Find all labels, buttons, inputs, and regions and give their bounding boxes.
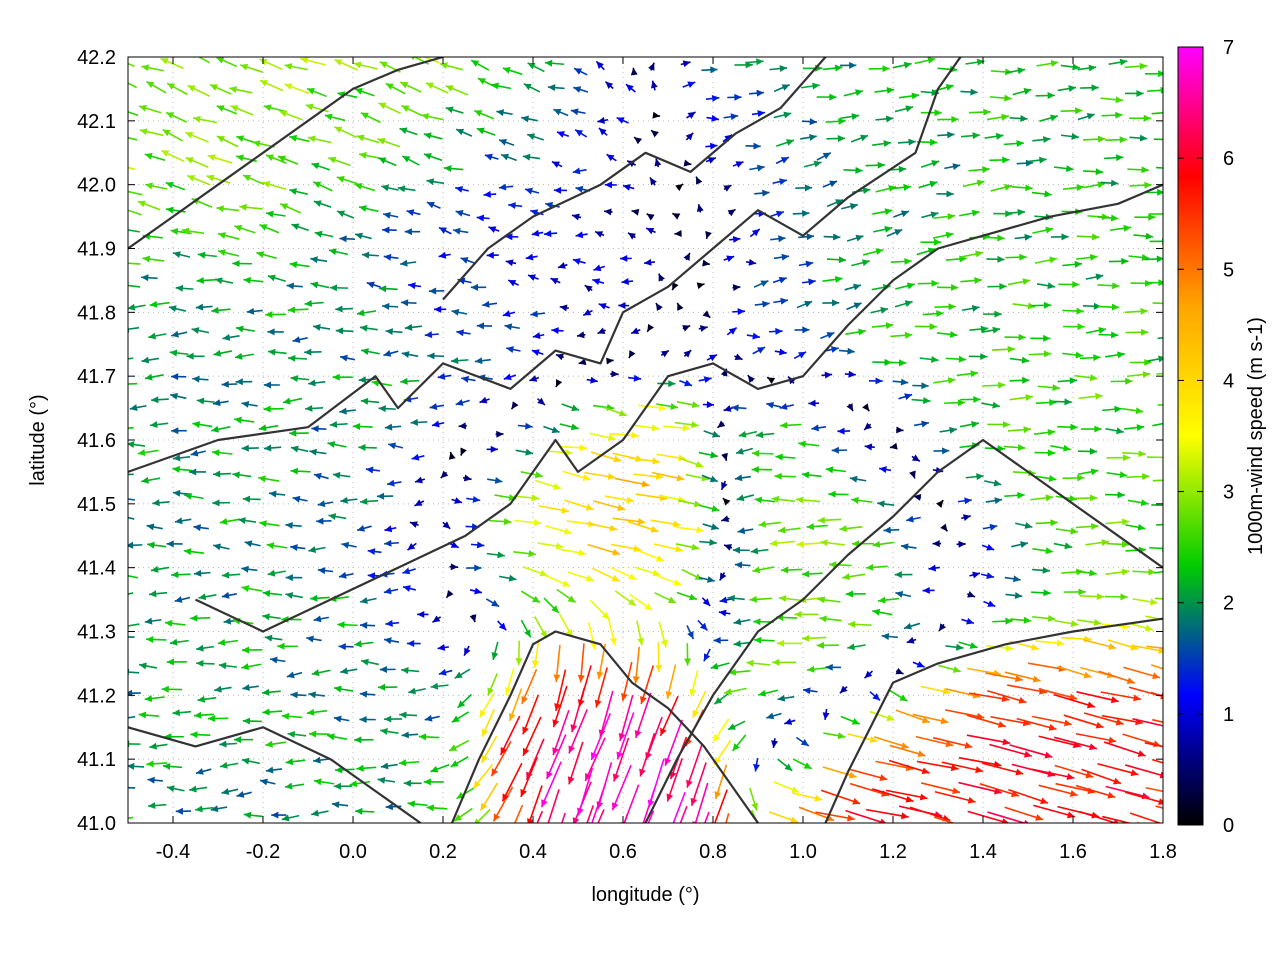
y-axis-label: latitude (°) (27, 394, 49, 485)
colorbar-tick-label: 2 (1223, 593, 1234, 615)
y-tick-label: 41.2 (77, 685, 116, 707)
y-tick-label: 42.0 (77, 175, 116, 197)
colorbar-tick-label: 1 (1223, 704, 1234, 726)
colorbar-tick-label: 5 (1223, 259, 1234, 281)
x-tick-label: 0.0 (339, 841, 367, 863)
colorbar (1178, 47, 1203, 825)
y-tick-label: 41.0 (77, 813, 116, 835)
colorbar-tick-label: 4 (1223, 370, 1234, 392)
x-tick-label: 1.4 (969, 841, 997, 863)
x-tick-label: 0.4 (519, 841, 547, 863)
colorbar-tick-label: 0 (1223, 815, 1234, 837)
x-tick-label: 1.6 (1059, 841, 1087, 863)
x-tick-label: 0.2 (429, 841, 457, 863)
y-tick-label: 41.9 (77, 239, 116, 261)
x-tick-label: 1.0 (789, 841, 817, 863)
y-tick-label: 42.1 (77, 111, 116, 133)
y-tick-label: 41.6 (77, 430, 116, 452)
y-tick-label: 42.2 (77, 47, 116, 69)
x-tick-label: -0.4 (156, 841, 190, 863)
x-tick-label: -0.2 (246, 841, 280, 863)
y-tick-label: 41.3 (77, 622, 116, 644)
y-tick-label: 41.5 (77, 494, 116, 516)
x-tick-label: 0.8 (699, 841, 727, 863)
colorbar-tick-label: 3 (1223, 482, 1234, 504)
y-tick-label: 41.8 (77, 302, 116, 324)
colorbar-tick-label: 7 (1223, 37, 1234, 59)
colorbar-label: 1000m-wind speed (m s-1) (1245, 317, 1267, 555)
colorbar-tick-label: 6 (1223, 148, 1234, 170)
x-tick-label: 1.2 (879, 841, 907, 863)
y-tick-label: 41.7 (77, 366, 116, 388)
x-tick-label: 1.8 (1149, 841, 1177, 863)
x-axis-label: longitude (°) (591, 884, 699, 906)
y-tick-label: 41.1 (77, 749, 116, 771)
x-tick-label: 0.6 (609, 841, 637, 863)
y-tick-label: 41.4 (77, 558, 116, 580)
